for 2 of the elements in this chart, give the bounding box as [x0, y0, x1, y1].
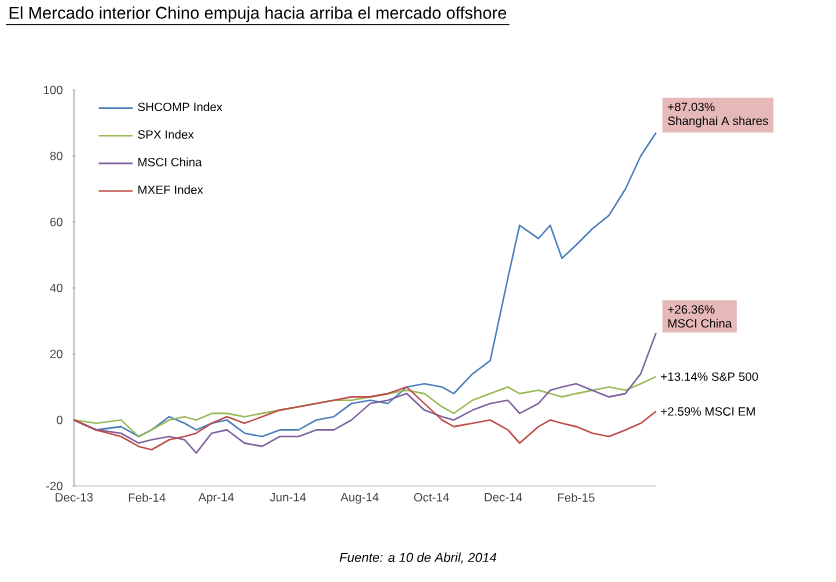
chart-title: El Mercado interior Chino empuja hacia arriba el mercado offshore — [9, 6, 507, 23]
line-series — [73, 386, 657, 451]
